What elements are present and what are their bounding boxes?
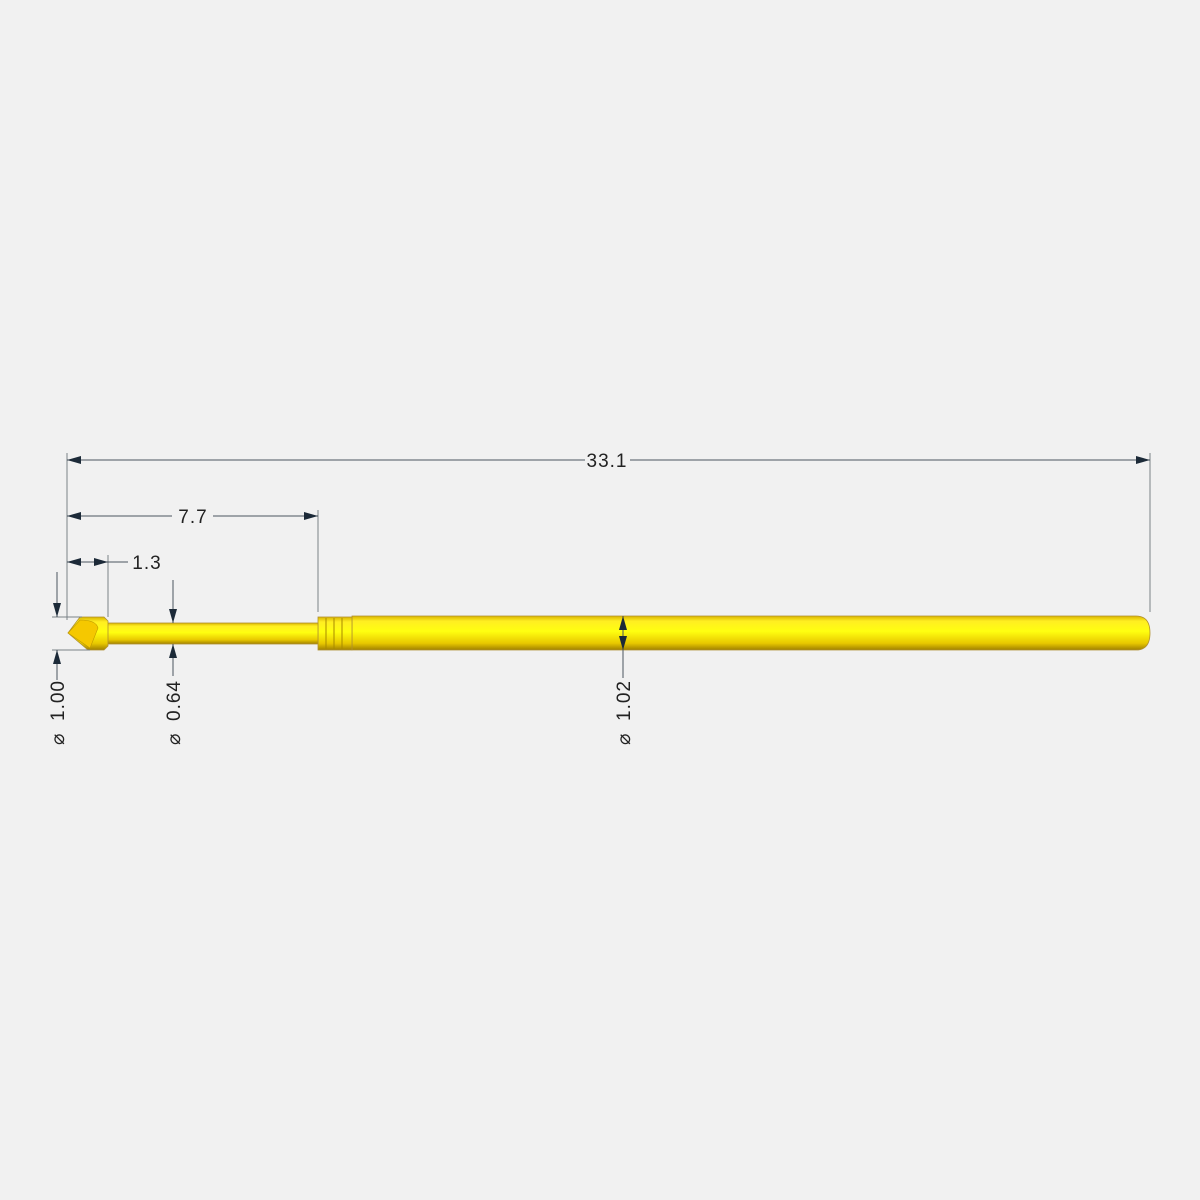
dimension-tip-diameter: ⌀ 1.00 <box>48 572 69 745</box>
diameter-symbol-icon: ⌀ <box>48 733 69 745</box>
arrowhead-icon <box>304 512 318 520</box>
plunger-length-label: 7.7 <box>178 507 207 528</box>
barrel-diameter-label: 1.02 <box>614 680 635 721</box>
tip-length-label: 1.3 <box>132 553 161 574</box>
tip-diameter-label: 1.00 <box>48 680 69 721</box>
arrowhead-icon <box>1136 456 1150 464</box>
arrowhead-icon <box>67 456 81 464</box>
overall-length-label: 33.1 <box>587 451 628 472</box>
diameter-symbol-icon: ⌀ <box>164 733 185 745</box>
arrowhead-icon <box>619 616 627 630</box>
plunger-tip-chamfer <box>67 619 99 649</box>
dimension-barrel-diameter: ⌀ 1.02 <box>614 616 635 745</box>
arrowhead-icon <box>169 609 177 623</box>
arrowhead-icon <box>67 512 81 520</box>
arrowhead-icon <box>53 603 61 617</box>
dimension-plunger-length: 7.7 <box>67 507 318 528</box>
arrowhead-icon <box>94 558 108 566</box>
dimension-overall-length: 33.1 <box>67 451 1150 472</box>
extension-lines <box>52 453 1151 651</box>
plunger-diameter-label: 0.64 <box>164 680 185 721</box>
dimension-plunger-diameter: ⌀ 0.64 <box>164 580 185 745</box>
barrel <box>351 615 1151 651</box>
plunger-shaft <box>105 622 319 645</box>
arrowhead-icon <box>53 650 61 664</box>
diameter-symbol-icon: ⌀ <box>614 733 635 745</box>
arrowhead-icon <box>169 644 177 658</box>
arrowhead-icon <box>67 558 81 566</box>
barrel-crimp-rings <box>317 616 353 651</box>
dimension-tip-length: 1.3 <box>67 553 161 574</box>
arrowhead-icon <box>619 636 627 650</box>
probe-body <box>67 615 1151 651</box>
